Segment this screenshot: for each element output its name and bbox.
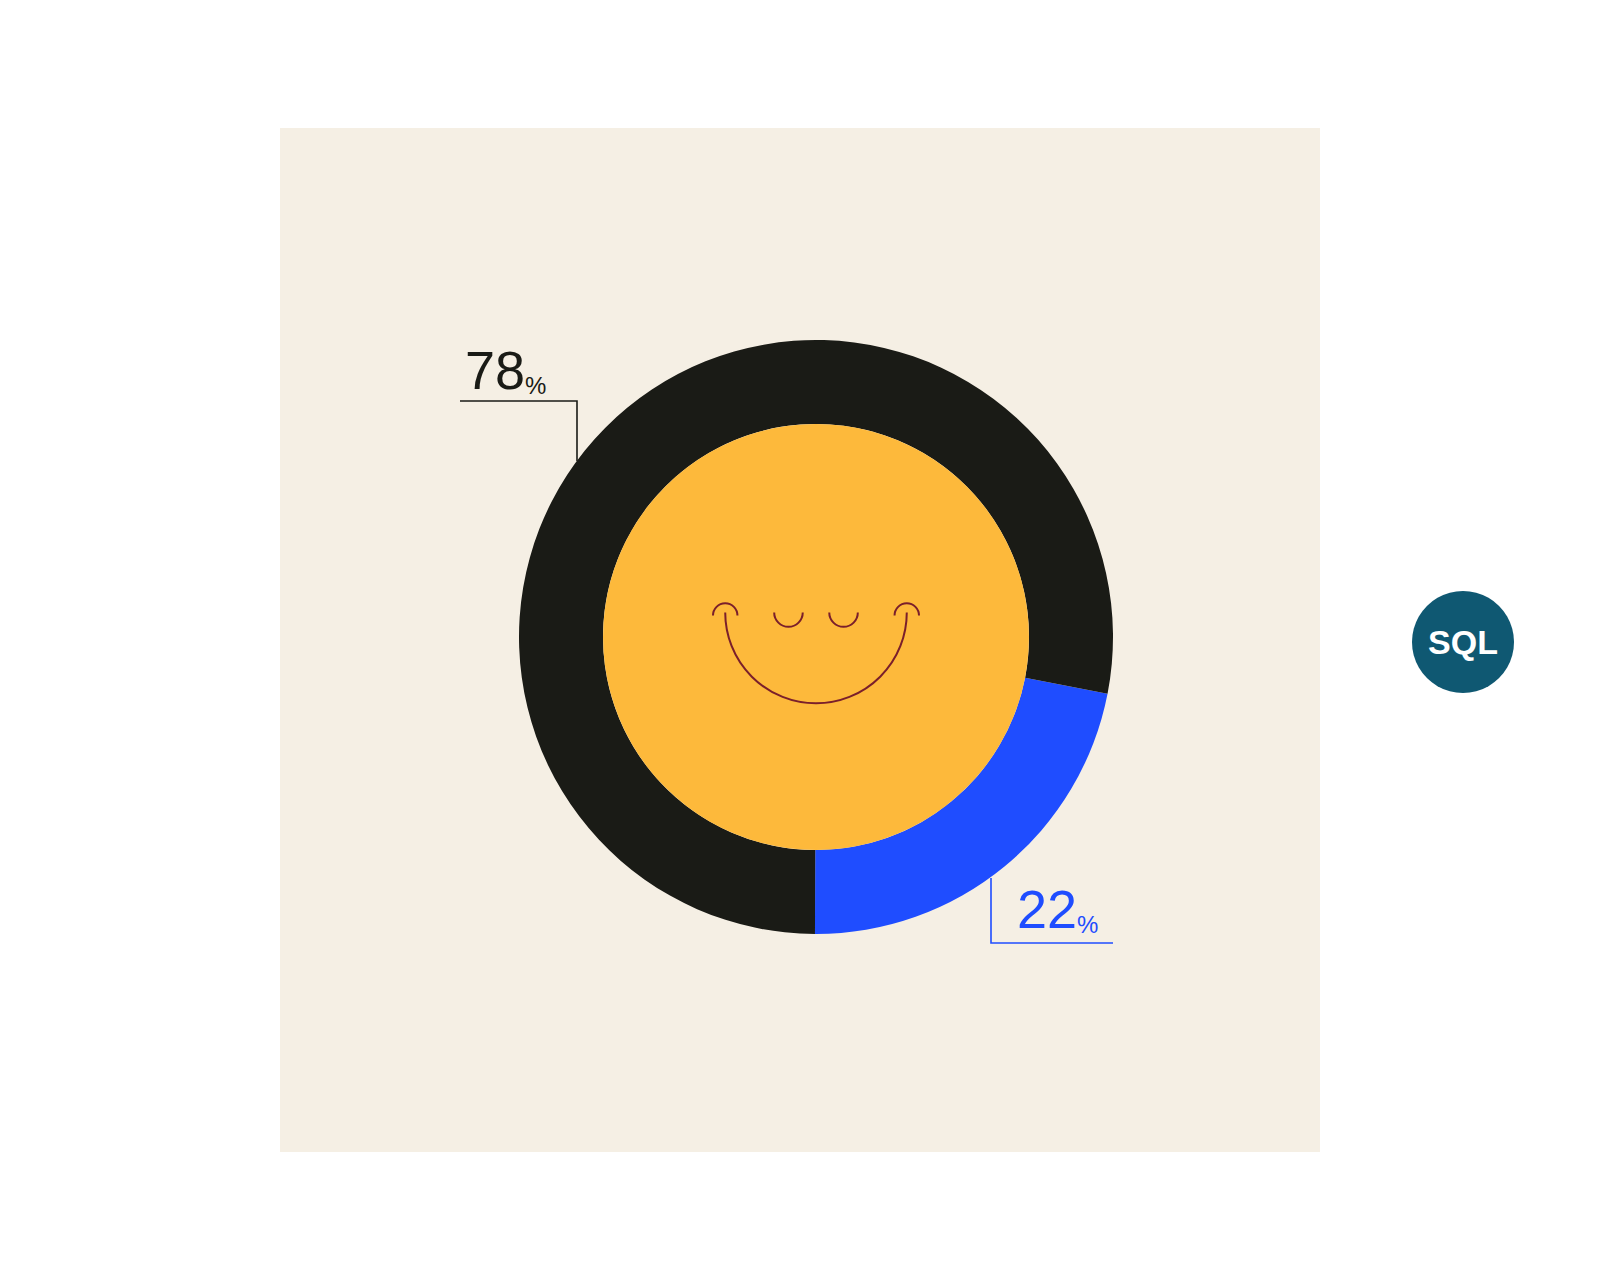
svg-text:22: 22 (1017, 879, 1077, 939)
svg-text:SQL: SQL (1428, 623, 1498, 661)
svg-text:78: 78 (465, 340, 525, 400)
svg-text:%: % (1077, 911, 1098, 938)
svg-text:%: % (525, 372, 546, 399)
